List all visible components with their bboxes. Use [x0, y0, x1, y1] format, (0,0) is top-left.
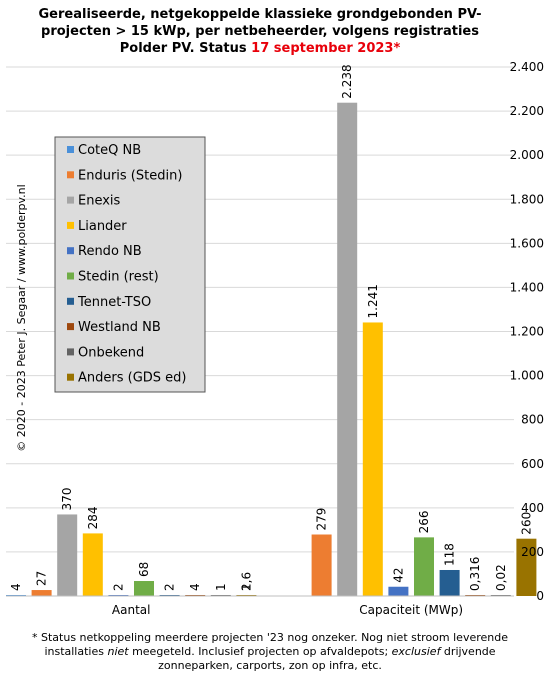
bar	[414, 537, 434, 596]
y-tick-label: 1.000	[510, 369, 544, 383]
title-line-3-prefix: Polder PV. Status	[119, 41, 252, 56]
data-label: 1,6	[239, 572, 253, 591]
data-label: 266	[417, 510, 431, 533]
y-tick-label: 1.400	[510, 280, 544, 294]
legend-label: Anders (GDS ed)	[78, 371, 187, 386]
legend-box	[54, 136, 206, 393]
data-label: 118	[443, 543, 457, 566]
title-line-2: projecten > 15 kWp, per netbeheerder, vo…	[41, 24, 479, 39]
bar	[439, 569, 460, 596]
legend-swatch	[67, 221, 74, 229]
footnote: * Status netkoppeling meerdere projecten…	[20, 631, 520, 673]
footnote-italic-1: niet	[107, 645, 129, 658]
legend-label: CoteQ NB	[78, 143, 141, 158]
footnote-part-1: * Status netkoppeling meerdere projecten…	[32, 631, 508, 658]
footnote-italic-2: exclusief	[391, 645, 441, 658]
title-status-date: 17 september 2023*	[251, 41, 401, 56]
data-label: 0,02	[494, 564, 508, 591]
bar	[516, 538, 537, 596]
legend: CoteQ NB Enduris (Stedin) Enexis Liander Ren…	[54, 136, 206, 393]
x-category-label: Aantal	[112, 603, 151, 617]
x-axis: Aantal Capaciteit (MWp)	[6, 595, 514, 617]
legend-swatch	[67, 146, 74, 153]
data-label: 0,316	[468, 557, 482, 591]
legend-label: Rendo NB	[78, 244, 142, 259]
bars	[6, 102, 537, 597]
footnote-part-2: meegeteld. Inclusief projecten op afvald…	[128, 645, 392, 658]
data-label: 2	[163, 583, 177, 591]
value-labels: 4 27 279 370 2.238 284 1.241 2 42 68 266 2 118 4 0,316…	[9, 64, 533, 591]
bar	[337, 102, 358, 597]
legend-swatch	[67, 373, 74, 381]
legend-swatch	[67, 297, 74, 305]
legend-label: Enduris (Stedin)	[78, 168, 182, 183]
legend-label: Stedin (rest)	[78, 270, 159, 285]
y-tick-label: 400	[521, 501, 544, 515]
data-label: 27	[35, 571, 49, 586]
data-label: 1	[214, 583, 228, 591]
bar	[57, 514, 78, 596]
data-label: 2	[111, 583, 125, 591]
bar	[134, 581, 154, 596]
data-label: 4	[9, 583, 23, 591]
copyright-text: © 2020 - 2023 Peter J. Segaar / www.pold…	[15, 184, 28, 451]
title-line-3: Polder PV. Status 17 september 2023*	[0, 40, 520, 57]
legend-label: Westland NB	[78, 320, 161, 335]
x-category-label: Capaciteit (MWp)	[359, 603, 463, 617]
footnote-part-3: drijvende zonneparken, carports, zon op …	[158, 645, 496, 672]
legend-swatch	[67, 323, 74, 331]
y-tick-label: 1.200	[510, 325, 544, 339]
data-label: 2	[239, 583, 253, 591]
legend-label: Liander	[78, 219, 127, 234]
chart-title: Gerealiseerde, netgekoppelde klassieke g…	[0, 6, 520, 57]
legend-label: Enexis	[78, 194, 121, 209]
legend-swatch	[67, 348, 74, 356]
data-label: 42	[391, 567, 405, 582]
y-tick-label: 800	[521, 413, 544, 427]
data-label: 4	[188, 583, 202, 591]
bar	[362, 322, 383, 596]
legend-label: Onbekend	[78, 345, 144, 360]
y-tick-label: 0	[536, 589, 544, 603]
data-label: 279	[315, 508, 329, 531]
bar	[82, 533, 103, 596]
data-label: 68	[137, 562, 151, 577]
y-tick-label: 1.800	[510, 192, 544, 206]
data-label: 284	[86, 506, 100, 529]
legend-swatch	[67, 247, 74, 255]
bar	[388, 586, 409, 596]
y-tick-label: 200	[521, 545, 544, 559]
data-label: 260	[519, 512, 533, 535]
y-tick-label: 2.000	[510, 148, 544, 162]
legend-swatch	[67, 196, 74, 204]
y-tick-label: 1.600	[510, 236, 544, 250]
y-tick-label: 2.200	[510, 104, 544, 118]
legend-swatch	[67, 272, 74, 280]
bar	[31, 590, 52, 596]
legend-label: Tennet-TSO	[77, 295, 151, 310]
y-tick-label: 600	[521, 457, 544, 471]
data-label: 1.241	[366, 284, 380, 318]
data-label: 370	[60, 488, 74, 511]
title-line-1: Gerealiseerde, netgekoppelde klassieke g…	[38, 7, 482, 22]
y-tick-label: 2.400	[510, 60, 544, 74]
legend-swatch	[67, 171, 74, 179]
y-axis: 0 200 400 600 800 1.000 1.200 1.400 1.600 1.800 2.…	[510, 60, 544, 603]
bar	[311, 534, 332, 596]
data-label: 2.238	[340, 64, 354, 98]
